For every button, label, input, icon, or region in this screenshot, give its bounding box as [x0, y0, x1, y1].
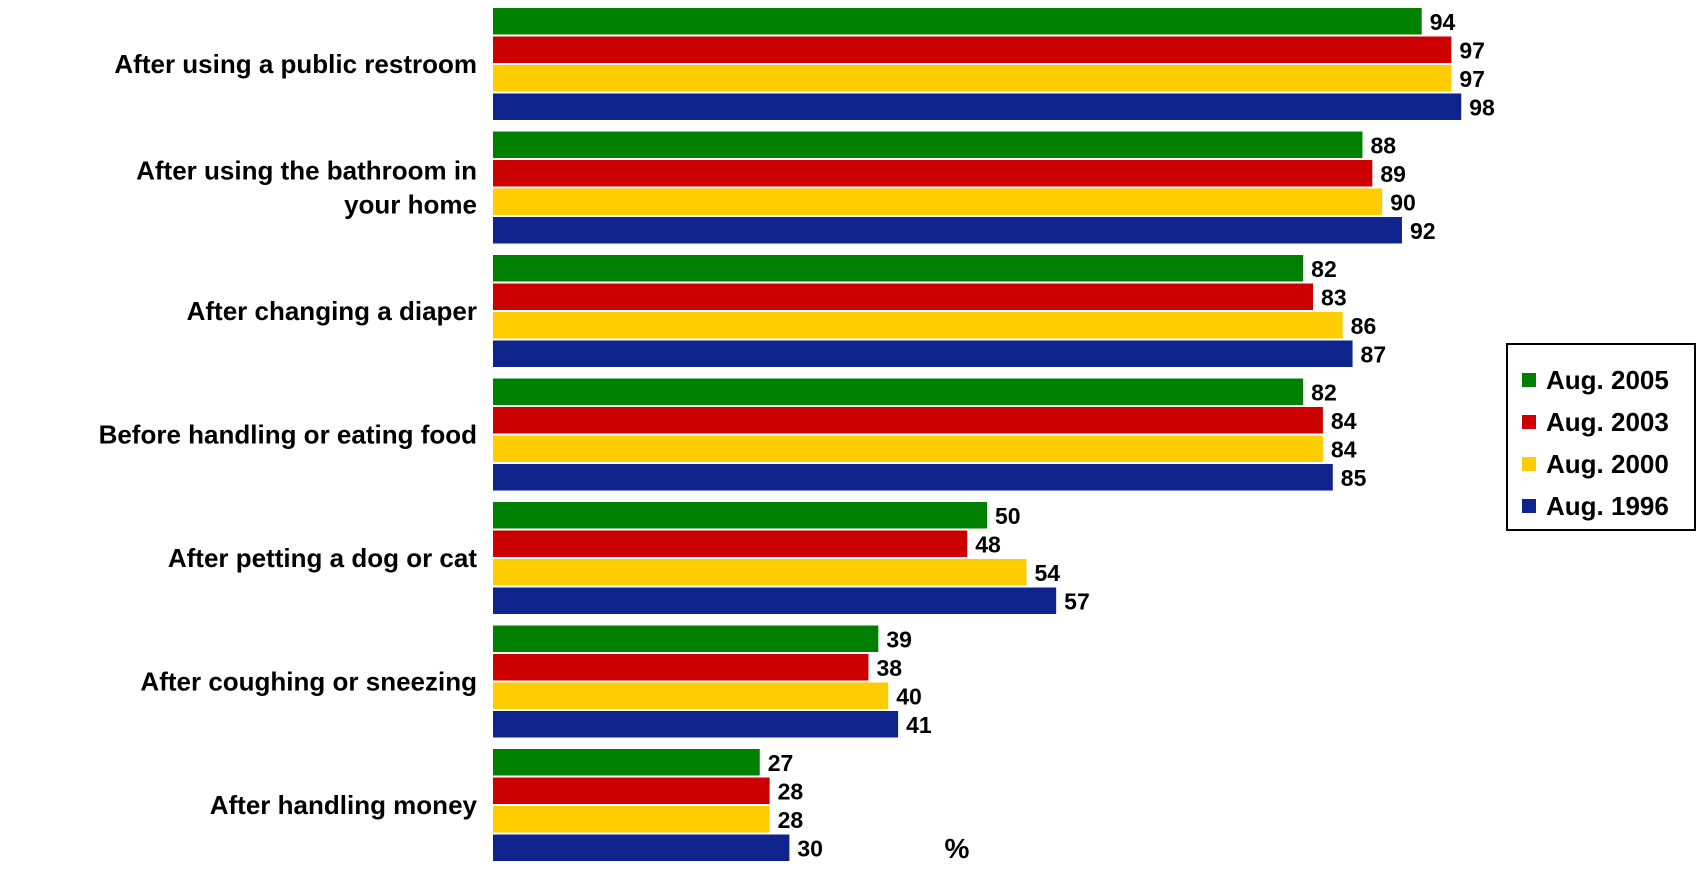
data-label: 82: [1311, 380, 1337, 406]
bar: [493, 65, 1452, 92]
bar: [493, 806, 770, 833]
bar: [493, 217, 1402, 244]
bar: [493, 378, 1304, 405]
data-label: 97: [1459, 66, 1485, 92]
data-label: 86: [1351, 313, 1377, 339]
value-labels: 9497979888899092828386878284848550485457…: [768, 9, 1495, 862]
bar: [493, 435, 1323, 462]
bar: [493, 625, 879, 652]
data-label: 82: [1311, 256, 1337, 282]
category-label: After using the bathroom in: [136, 156, 477, 186]
data-label: 90: [1390, 190, 1416, 216]
category-label: After handling money: [210, 790, 478, 820]
data-label: 87: [1361, 342, 1387, 368]
legend-item: Aug. 1996: [1522, 485, 1694, 527]
data-label: 94: [1430, 9, 1456, 35]
data-label: 98: [1469, 95, 1495, 121]
x-axis-label: %: [945, 833, 970, 864]
legend-label: Aug. 1996: [1546, 490, 1669, 521]
category-label: After changing a diaper: [187, 296, 477, 326]
data-label: 48: [975, 532, 1001, 558]
bar: [493, 340, 1353, 367]
category-label: your home: [344, 190, 477, 220]
legend: Aug. 2005 Aug. 2003 Aug. 2000 Aug. 1996: [1506, 343, 1696, 531]
legend-swatch: [1522, 415, 1536, 429]
category-label: After petting a dog or cat: [168, 543, 477, 573]
bar: [493, 93, 1462, 120]
data-label: 50: [995, 503, 1021, 529]
data-label: 92: [1410, 218, 1436, 244]
bar: [493, 834, 790, 861]
bar: [493, 530, 968, 557]
data-label: 83: [1321, 285, 1347, 311]
legend-item: Aug. 2005: [1522, 359, 1694, 401]
bars: [493, 8, 1462, 861]
bar: [493, 188, 1383, 215]
data-label: 39: [886, 627, 912, 653]
legend-label: Aug. 2005: [1546, 364, 1669, 395]
bar: [493, 777, 770, 804]
data-label: 97: [1459, 38, 1485, 64]
bar: [493, 160, 1373, 187]
bar: [493, 464, 1333, 491]
legend-item: Aug. 2000: [1522, 443, 1694, 485]
data-label: 88: [1370, 133, 1396, 159]
category-label: After using a public restroom: [114, 49, 477, 79]
legend-label: Aug. 2003: [1546, 406, 1669, 437]
bar: [493, 587, 1057, 614]
data-label: 41: [906, 712, 932, 738]
legend-swatch: [1522, 499, 1536, 513]
bar: [493, 8, 1422, 35]
data-label: 57: [1064, 589, 1090, 615]
legend-swatch: [1522, 457, 1536, 471]
bar: [493, 312, 1343, 339]
legend-label: Aug. 2000: [1546, 448, 1669, 479]
legend-item: Aug. 2003: [1522, 401, 1694, 443]
bar: [493, 682, 889, 709]
data-label: 54: [1035, 560, 1061, 586]
data-label: 89: [1380, 161, 1406, 187]
bar: [493, 502, 987, 529]
bar: [493, 749, 760, 776]
data-label: 30: [797, 836, 823, 862]
data-label: 40: [896, 684, 922, 710]
data-label: 28: [778, 779, 804, 805]
legend-swatch: [1522, 373, 1536, 387]
bar: [493, 131, 1363, 158]
bar: [493, 36, 1452, 63]
bar: [493, 559, 1027, 586]
data-label: 38: [876, 655, 902, 681]
data-label: 85: [1341, 465, 1367, 491]
bar: [493, 255, 1304, 282]
data-label: 28: [778, 807, 804, 833]
data-label: 84: [1331, 437, 1357, 463]
category-label: After coughing or sneezing: [140, 667, 477, 697]
bar: [493, 711, 899, 738]
bar: [493, 654, 869, 681]
data-label: 84: [1331, 408, 1357, 434]
bar: [493, 407, 1323, 434]
category-label: Before handling or eating food: [99, 420, 477, 450]
data-label: 27: [768, 750, 794, 776]
bar: [493, 283, 1314, 310]
category-labels: After using a public restroom After using…: [99, 49, 478, 820]
